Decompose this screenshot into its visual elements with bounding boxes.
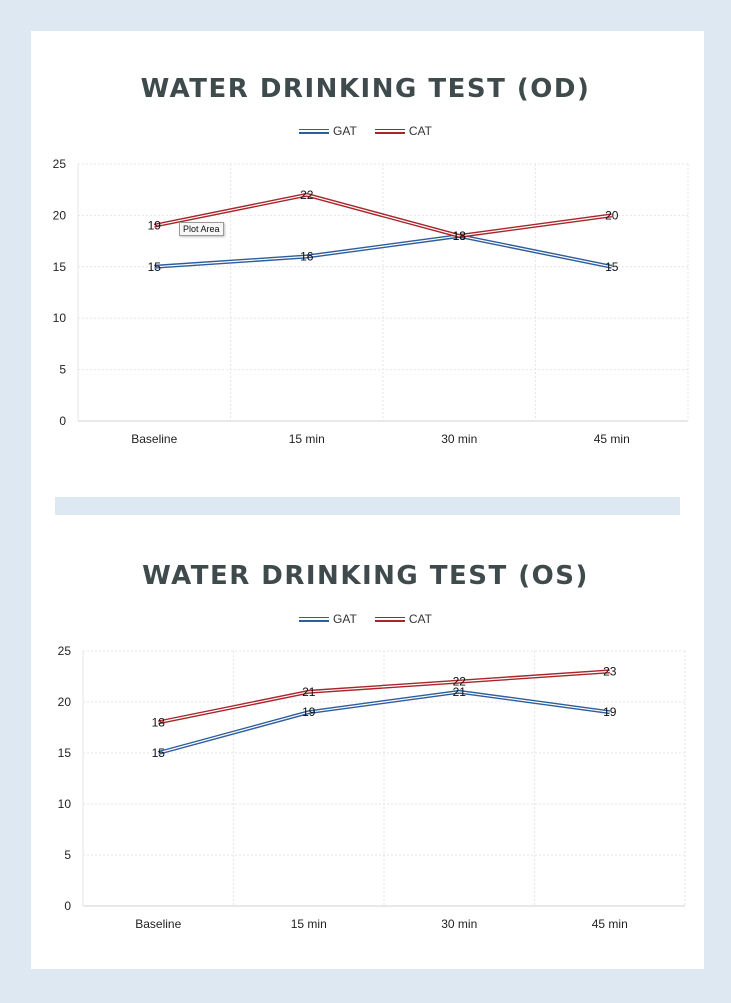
data-label-gat: 19 xyxy=(302,705,316,719)
legend-swatch-gat xyxy=(299,616,330,622)
x-tick-label: 15 min xyxy=(291,917,327,931)
legend-label-cat: CAT xyxy=(408,612,432,626)
chart-title-od: WATER DRINKING TEST (OD) xyxy=(140,74,591,104)
x-tick-label: 30 min xyxy=(441,917,477,931)
legend-swatch-cat xyxy=(374,128,405,134)
legend-label-gat: GAT xyxy=(333,124,357,138)
series-line-inner-gat xyxy=(154,235,612,268)
data-label-cat: 23 xyxy=(603,664,617,678)
data-label-gat: 18 xyxy=(453,229,467,243)
x-tick-label: 45 min xyxy=(594,432,630,446)
plot-area-tooltip: Plot Area xyxy=(179,222,224,236)
legend-label-gat: GAT xyxy=(333,612,357,626)
line-chart-os[interactable]: 0 5 10 15 20 25 Baseline 15 min 30 min 45 min 15 19… xyxy=(0,0,731,960)
chart-divider xyxy=(55,497,680,515)
y-tick-label: 0 xyxy=(59,414,66,428)
legend-item-cat: CAT xyxy=(374,124,432,138)
y-tick-label: 10 xyxy=(58,797,72,811)
data-label-cat: 20 xyxy=(605,208,619,222)
series-line-inner-cat xyxy=(158,670,610,723)
data-label-cat: 22 xyxy=(453,675,467,689)
data-label-cat: 18 xyxy=(152,715,166,729)
x-tick-label: 15 min xyxy=(289,432,325,446)
data-label-gat: 15 xyxy=(605,260,619,274)
legend-item-gat: GAT xyxy=(299,124,357,138)
x-tick-label: Baseline xyxy=(135,917,181,931)
legend-label-cat: CAT xyxy=(408,124,432,138)
y-tick-label: 15 xyxy=(53,260,67,274)
legend-swatch-cat xyxy=(374,616,405,622)
x-tick-label: 30 min xyxy=(441,432,477,446)
y-tick-label: 25 xyxy=(53,157,67,171)
y-tick-label: 5 xyxy=(59,363,66,377)
y-tick-label: 20 xyxy=(53,208,67,222)
line-chart-od[interactable]: 0 5 10 15 20 25 Baseline 15 min 30 min 45 min 15 16… xyxy=(0,0,731,480)
chart-title-os: WATER DRINKING TEST (OS) xyxy=(142,561,589,591)
x-tick-label: 45 min xyxy=(592,917,628,931)
data-label-cat: 19 xyxy=(148,219,162,233)
data-label-gat: 15 xyxy=(152,746,166,760)
data-label-gat: 16 xyxy=(300,250,314,264)
data-label-gat: 15 xyxy=(148,260,162,274)
legend-os: GAT CAT xyxy=(0,612,731,626)
y-tick-label: 10 xyxy=(53,311,67,325)
data-label-cat: 22 xyxy=(300,188,314,202)
data-label-cat: 21 xyxy=(302,685,316,699)
series-line-inner-gat xyxy=(158,691,610,754)
series-line-inner-cat xyxy=(154,194,612,237)
legend-swatch-gat xyxy=(299,128,330,134)
data-label-gat: 21 xyxy=(453,685,467,699)
legend-item-cat: CAT xyxy=(374,612,432,626)
y-tick-label: 5 xyxy=(64,848,71,862)
data-label-cat: 18 xyxy=(453,229,467,243)
x-tick-label: Baseline xyxy=(131,432,177,446)
legend-item-gat: GAT xyxy=(299,612,357,626)
data-label-gat: 19 xyxy=(603,705,617,719)
y-tick-label: 20 xyxy=(58,695,72,709)
legend-od: GAT CAT xyxy=(0,124,731,138)
y-tick-label: 0 xyxy=(64,899,71,913)
y-tick-label: 25 xyxy=(58,644,72,658)
y-tick-label: 15 xyxy=(58,746,72,760)
